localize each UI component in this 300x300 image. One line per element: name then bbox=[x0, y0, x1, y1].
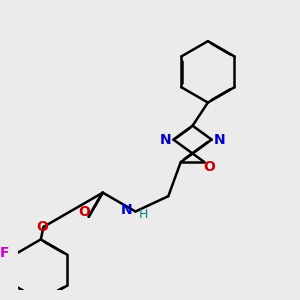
Text: F: F bbox=[0, 246, 9, 260]
Text: O: O bbox=[78, 205, 90, 219]
Text: O: O bbox=[203, 160, 215, 174]
Text: O: O bbox=[36, 220, 48, 234]
Text: N: N bbox=[214, 133, 225, 147]
Text: N: N bbox=[121, 203, 133, 217]
Text: H: H bbox=[139, 208, 148, 221]
Text: N: N bbox=[160, 133, 171, 147]
